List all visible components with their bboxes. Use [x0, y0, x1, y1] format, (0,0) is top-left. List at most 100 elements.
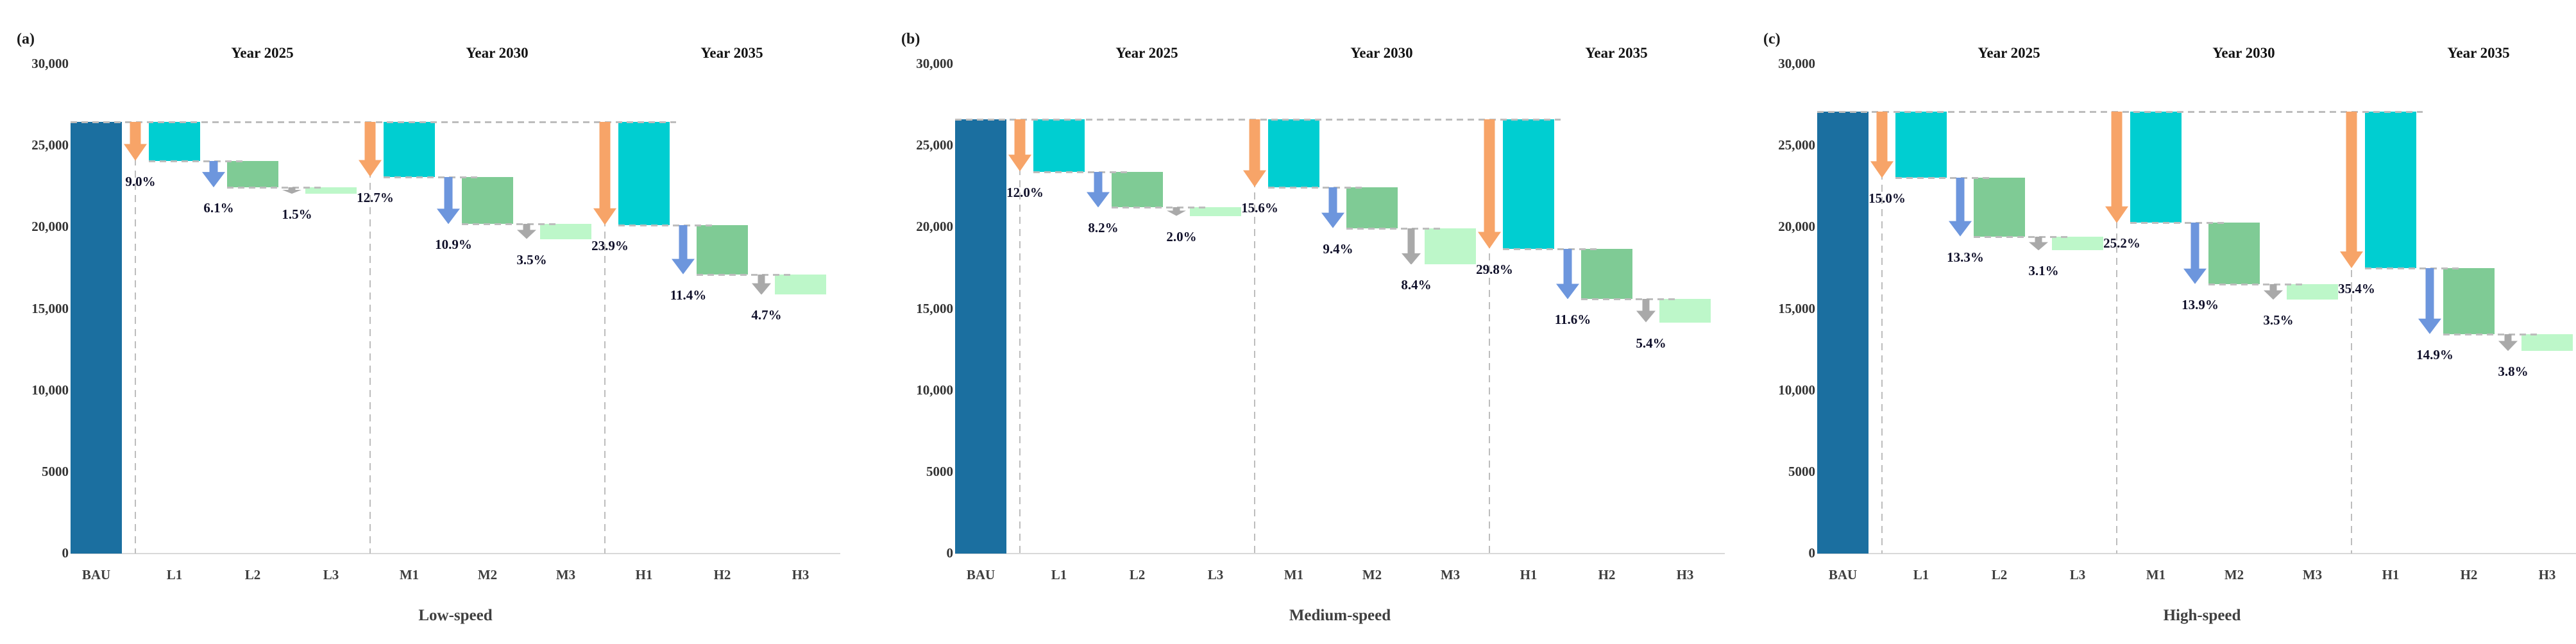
x-category-label: H1	[2382, 567, 2400, 582]
reduction-label-L1: 9.0%	[125, 173, 156, 189]
group-separator-line	[1489, 119, 1490, 554]
y-tick-label: 5000	[42, 463, 69, 479]
step-dashline	[1346, 227, 1441, 230]
mid-reduction-arrow-icon	[1949, 178, 1972, 237]
reduction-label-H2: 11.4%	[670, 287, 707, 303]
bar-BAU	[1817, 111, 1868, 554]
x-category-label: L3	[323, 567, 339, 582]
reduction-label-H2: 14.9%	[2416, 346, 2453, 362]
y-tick-label: 10,000	[31, 382, 69, 398]
bar-H2	[2443, 267, 2495, 334]
bar-L2	[227, 160, 278, 187]
step-dashline	[2365, 267, 2460, 269]
y-tick-label: 10,000	[916, 382, 953, 398]
major-reduction-arrow-icon	[1870, 111, 1894, 178]
y-tick-label: 0	[1808, 545, 1816, 561]
x-category-label: L2	[1991, 567, 2008, 582]
y-tick-label: 0	[946, 545, 954, 561]
x-category-label: L2	[1129, 567, 1146, 582]
x-category-label: M2	[1362, 567, 1382, 582]
minor-reduction-arrow-icon	[2264, 284, 2283, 300]
y-tick-label: 30,000	[1778, 56, 1815, 71]
step-dashline	[1112, 207, 1207, 209]
group-separator-line	[604, 122, 606, 554]
x-axis-line	[1817, 553, 2576, 554]
x-category-label: H2	[713, 567, 731, 582]
mid-reduction-arrow-icon	[1556, 249, 1579, 300]
minor-reduction-arrow-icon	[2029, 236, 2048, 251]
bar-H3	[775, 274, 826, 295]
step-dashline	[227, 186, 322, 189]
reduction-label-H2: 11.6%	[1554, 312, 1591, 328]
reduction-label-H3: 5.4%	[1636, 335, 1666, 351]
x-category-label: L2	[244, 567, 261, 582]
bar-BAU	[71, 122, 122, 554]
x-category-label: H3	[2538, 567, 2556, 582]
reduction-label-H3: 4.7%	[751, 307, 782, 323]
y-tick-label: 30,000	[31, 56, 69, 71]
major-reduction-arrow-icon	[1008, 119, 1031, 172]
bar-M2	[1346, 187, 1398, 228]
bar-M3	[2287, 284, 2338, 300]
reduction-label-L2: 13.3%	[1947, 249, 1984, 265]
group-header: Year 2030	[466, 45, 529, 61]
step-dashline	[1895, 177, 1990, 180]
x-category-label: M2	[2224, 567, 2244, 582]
y-tick-label: 10,000	[1778, 382, 1815, 398]
mid-reduction-arrow-icon	[437, 176, 460, 225]
step-dashline	[618, 225, 713, 227]
y-tick-label: 15,000	[1778, 300, 1815, 316]
reduction-label-L3: 1.5%	[282, 206, 312, 222]
group-separator-line	[1881, 111, 1883, 554]
x-category-label: BAU	[966, 567, 996, 582]
bar-L2	[1974, 178, 2025, 237]
x-category-label: L1	[166, 567, 183, 582]
x-category-label: BAU	[1828, 567, 1858, 582]
reduction-label-M2: 9.4%	[1323, 241, 1353, 257]
step-dashline	[1974, 235, 2069, 238]
bar-L1	[149, 122, 200, 161]
group-header: Year 2025	[1115, 45, 1178, 61]
x-category-label: M2	[477, 567, 498, 582]
x-category-label: H1	[635, 567, 653, 582]
minor-reduction-arrow-icon	[752, 274, 771, 295]
y-tick-label: 25,000	[916, 137, 953, 153]
major-reduction-arrow-icon	[2105, 111, 2128, 223]
bar-M1	[1268, 119, 1319, 188]
panel-low-speed: (a) 30,000 25,000 20,000 15,000 10,000 5000 0 Y…	[0, 0, 859, 644]
y-tick-label: 30,000	[916, 56, 953, 71]
step-dashline	[2208, 284, 2303, 286]
reduction-label-L3: 3.1%	[2028, 263, 2059, 279]
reduction-label-L3: 2.0%	[1166, 228, 1197, 244]
x-category-label: H1	[1520, 567, 1538, 582]
x-category-label: H2	[1598, 567, 1616, 582]
x-category-label: M3	[2302, 567, 2323, 582]
reduction-label-M1: 12.7%	[357, 189, 394, 205]
group-separator-line	[2351, 111, 2352, 554]
major-reduction-arrow-icon	[124, 122, 147, 161]
group-header: Year 2035	[700, 45, 763, 61]
bar-H2	[1581, 249, 1632, 300]
group-separator-line	[1019, 119, 1021, 554]
waterfall-chart-medium-speed: 30,000 25,000 20,000 15,000 10,000 5000 0 Year …	[859, 0, 1725, 644]
reduction-label-L1: 15.0%	[1868, 191, 1906, 207]
bar-M3	[1425, 228, 1476, 265]
bar-L3	[1190, 207, 1241, 216]
panel-letter: (c)	[1763, 31, 1781, 47]
scenario-caption: Medium-speed	[1289, 607, 1391, 624]
x-category-label: M3	[1440, 567, 1461, 582]
mid-reduction-arrow-icon	[1321, 187, 1344, 228]
reduction-label-M1: 25.2%	[2103, 235, 2140, 251]
bar-L1	[1895, 111, 1947, 178]
minor-reduction-arrow-icon	[1636, 299, 1656, 323]
reduction-label-M3: 3.5%	[516, 251, 547, 267]
mid-reduction-arrow-icon	[1087, 171, 1110, 208]
major-reduction-arrow-icon	[1478, 119, 1501, 250]
reduction-label-L2: 8.2%	[1088, 220, 1119, 236]
y-tick-label: 0	[62, 545, 69, 561]
minor-reduction-arrow-icon	[1167, 207, 1186, 216]
x-axis-line	[71, 553, 840, 554]
bar-H1	[618, 122, 670, 226]
mid-reduction-arrow-icon	[2183, 223, 2207, 285]
x-category-label: L1	[1913, 567, 1929, 582]
